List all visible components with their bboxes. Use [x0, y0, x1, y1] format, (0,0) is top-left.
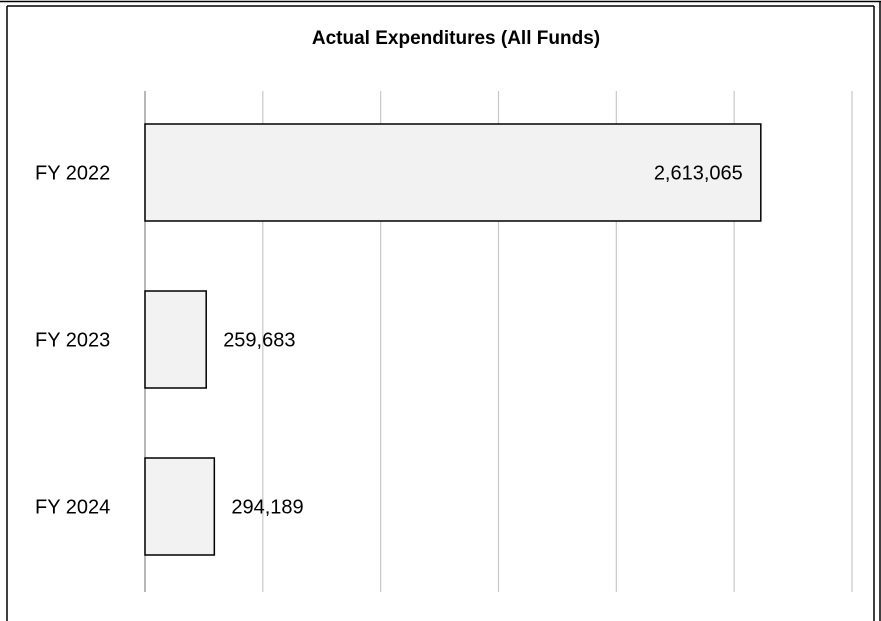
bar-fy-2022 [144, 123, 762, 222]
category-label: FY 2024 [35, 497, 110, 519]
bars [144, 123, 762, 556]
labels: FY 2022 2,613,065 FY 2023 259,683 FY 2024 294… [35, 163, 743, 519]
bar-fy-2024 [144, 457, 216, 556]
category-label: FY 2022 [35, 163, 110, 185]
data-label: 294,189 [231, 497, 303, 519]
category-label: FY 2023 [35, 330, 110, 352]
data-label: 2,613,065 [654, 163, 743, 185]
bar-fy-2023 [144, 290, 207, 389]
data-label: 259,683 [223, 330, 295, 352]
chart-title: Actual Expenditures (All Funds) [312, 28, 600, 49]
